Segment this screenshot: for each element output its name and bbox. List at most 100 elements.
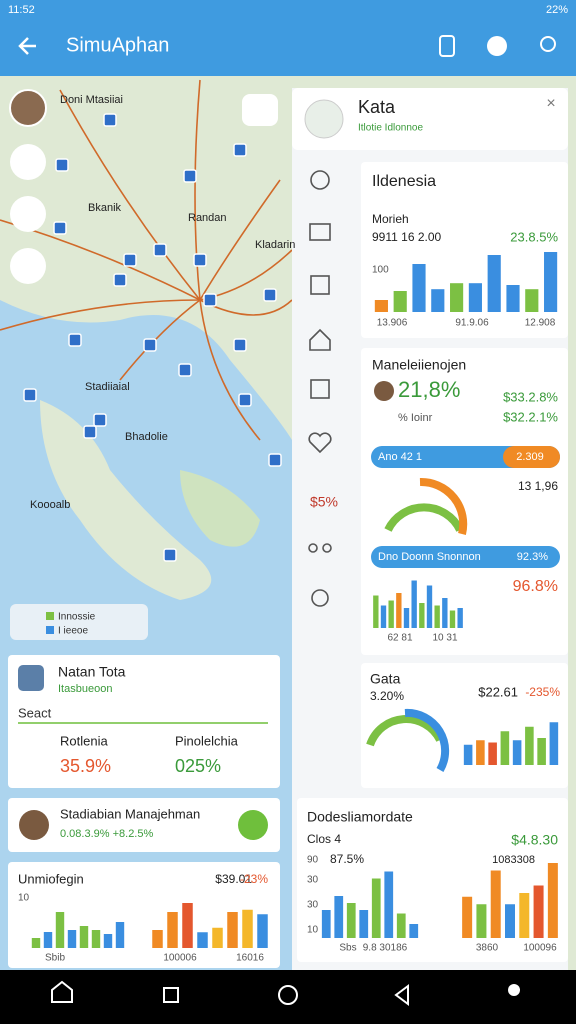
bar xyxy=(380,605,387,628)
bar xyxy=(67,930,77,948)
x-label: 16016 xyxy=(236,953,264,964)
bar xyxy=(412,264,426,312)
bar xyxy=(449,610,456,628)
logo xyxy=(304,99,344,139)
map-marker xyxy=(203,293,217,307)
metric-value: $22.61 xyxy=(478,684,518,699)
nav-recents[interactable] xyxy=(163,987,179,1003)
map-label: Koooalb xyxy=(30,499,70,511)
bar xyxy=(373,595,379,628)
bar xyxy=(468,283,482,312)
map-marker xyxy=(178,363,192,377)
action-icon[interactable] xyxy=(439,35,455,57)
bar xyxy=(450,283,464,312)
bar xyxy=(91,930,101,948)
y-label: 10 xyxy=(18,893,30,904)
status-icon[interactable] xyxy=(238,810,268,840)
action-icon[interactable] xyxy=(540,36,556,52)
metric-change: 23.8.5% xyxy=(510,229,558,244)
bar xyxy=(321,910,331,938)
y-label: 30 xyxy=(307,900,319,911)
icon xyxy=(18,665,44,691)
x-label: 100006 xyxy=(163,953,197,964)
y-label: 10 xyxy=(307,925,319,936)
x-label: 100096 xyxy=(523,943,557,954)
action-icon[interactable] xyxy=(487,36,507,56)
gauge xyxy=(419,477,468,535)
bar xyxy=(396,593,402,628)
metric-value: 1083308 xyxy=(492,854,535,866)
map-button[interactable] xyxy=(242,94,278,126)
map-marker xyxy=(55,158,69,172)
bar xyxy=(374,300,388,312)
metric-value: $32.2.1% xyxy=(503,409,558,424)
map-label: Doni Mtasiiai xyxy=(60,94,123,106)
card xyxy=(8,655,280,788)
bar xyxy=(409,924,419,938)
bar xyxy=(426,585,433,628)
metric-change: -23% xyxy=(240,872,268,886)
bar xyxy=(488,742,497,765)
status-battery: 22% xyxy=(546,4,568,16)
metric-value: 87.5% xyxy=(330,852,364,866)
legend-item: Innossie xyxy=(58,612,96,623)
bar xyxy=(79,926,89,948)
y-label: 30 xyxy=(307,875,319,886)
metric-value: $39.01 xyxy=(215,872,252,886)
map-button[interactable] xyxy=(10,144,46,180)
gauge xyxy=(404,708,450,773)
nav-home[interactable] xyxy=(51,980,73,1003)
nav-home-circle[interactable] xyxy=(278,985,298,1005)
map-label: Kladarin xyxy=(255,239,295,251)
bar xyxy=(371,878,381,938)
bar xyxy=(384,871,394,938)
item-value: 025% xyxy=(175,756,221,776)
bar xyxy=(411,580,417,628)
metric-value: 3.20% xyxy=(370,689,404,703)
bar xyxy=(500,731,510,765)
bar xyxy=(487,255,501,312)
bar xyxy=(533,885,544,938)
bar xyxy=(544,252,558,312)
card-title: Dodesliamordate xyxy=(307,809,413,825)
bar xyxy=(115,922,125,948)
bar xyxy=(257,914,268,948)
map-label: Randan xyxy=(188,212,227,224)
legend-swatch xyxy=(46,612,54,620)
progress-value: 2.309 xyxy=(516,451,544,463)
bar xyxy=(167,912,178,948)
gauge-value: 13 1,96 xyxy=(518,479,558,493)
nav-profile[interactable] xyxy=(508,984,520,996)
nav-back[interactable] xyxy=(394,984,409,1006)
map-marker xyxy=(83,425,97,439)
back-button[interactable] xyxy=(18,37,36,55)
bar xyxy=(152,930,163,948)
bar xyxy=(505,904,515,938)
bar xyxy=(476,904,487,938)
close-button[interactable]: × xyxy=(546,95,555,112)
bar xyxy=(43,932,53,948)
app-title: SimuAphan xyxy=(66,34,169,56)
avatar[interactable] xyxy=(9,89,47,127)
map-button[interactable] xyxy=(10,248,46,284)
search-field[interactable]: Seact xyxy=(18,705,52,720)
progress-bar xyxy=(371,546,560,568)
bar xyxy=(55,912,65,948)
panel-title: Kata xyxy=(358,97,396,117)
map-label: Bhadolie xyxy=(125,431,168,443)
y-label: 90 xyxy=(307,855,319,866)
legend-swatch xyxy=(46,626,54,634)
map-label: Bkanik xyxy=(88,202,122,214)
metric-value: $4.8.30 xyxy=(511,832,558,848)
bar xyxy=(547,863,558,938)
metric-label: % Ioinr xyxy=(398,412,433,424)
bar xyxy=(359,910,369,938)
bar xyxy=(434,605,440,628)
x-label: 3860 xyxy=(476,943,499,954)
bar xyxy=(549,722,559,765)
map-button[interactable] xyxy=(10,196,46,232)
bar xyxy=(476,740,485,765)
progress-bar-end xyxy=(503,446,560,468)
